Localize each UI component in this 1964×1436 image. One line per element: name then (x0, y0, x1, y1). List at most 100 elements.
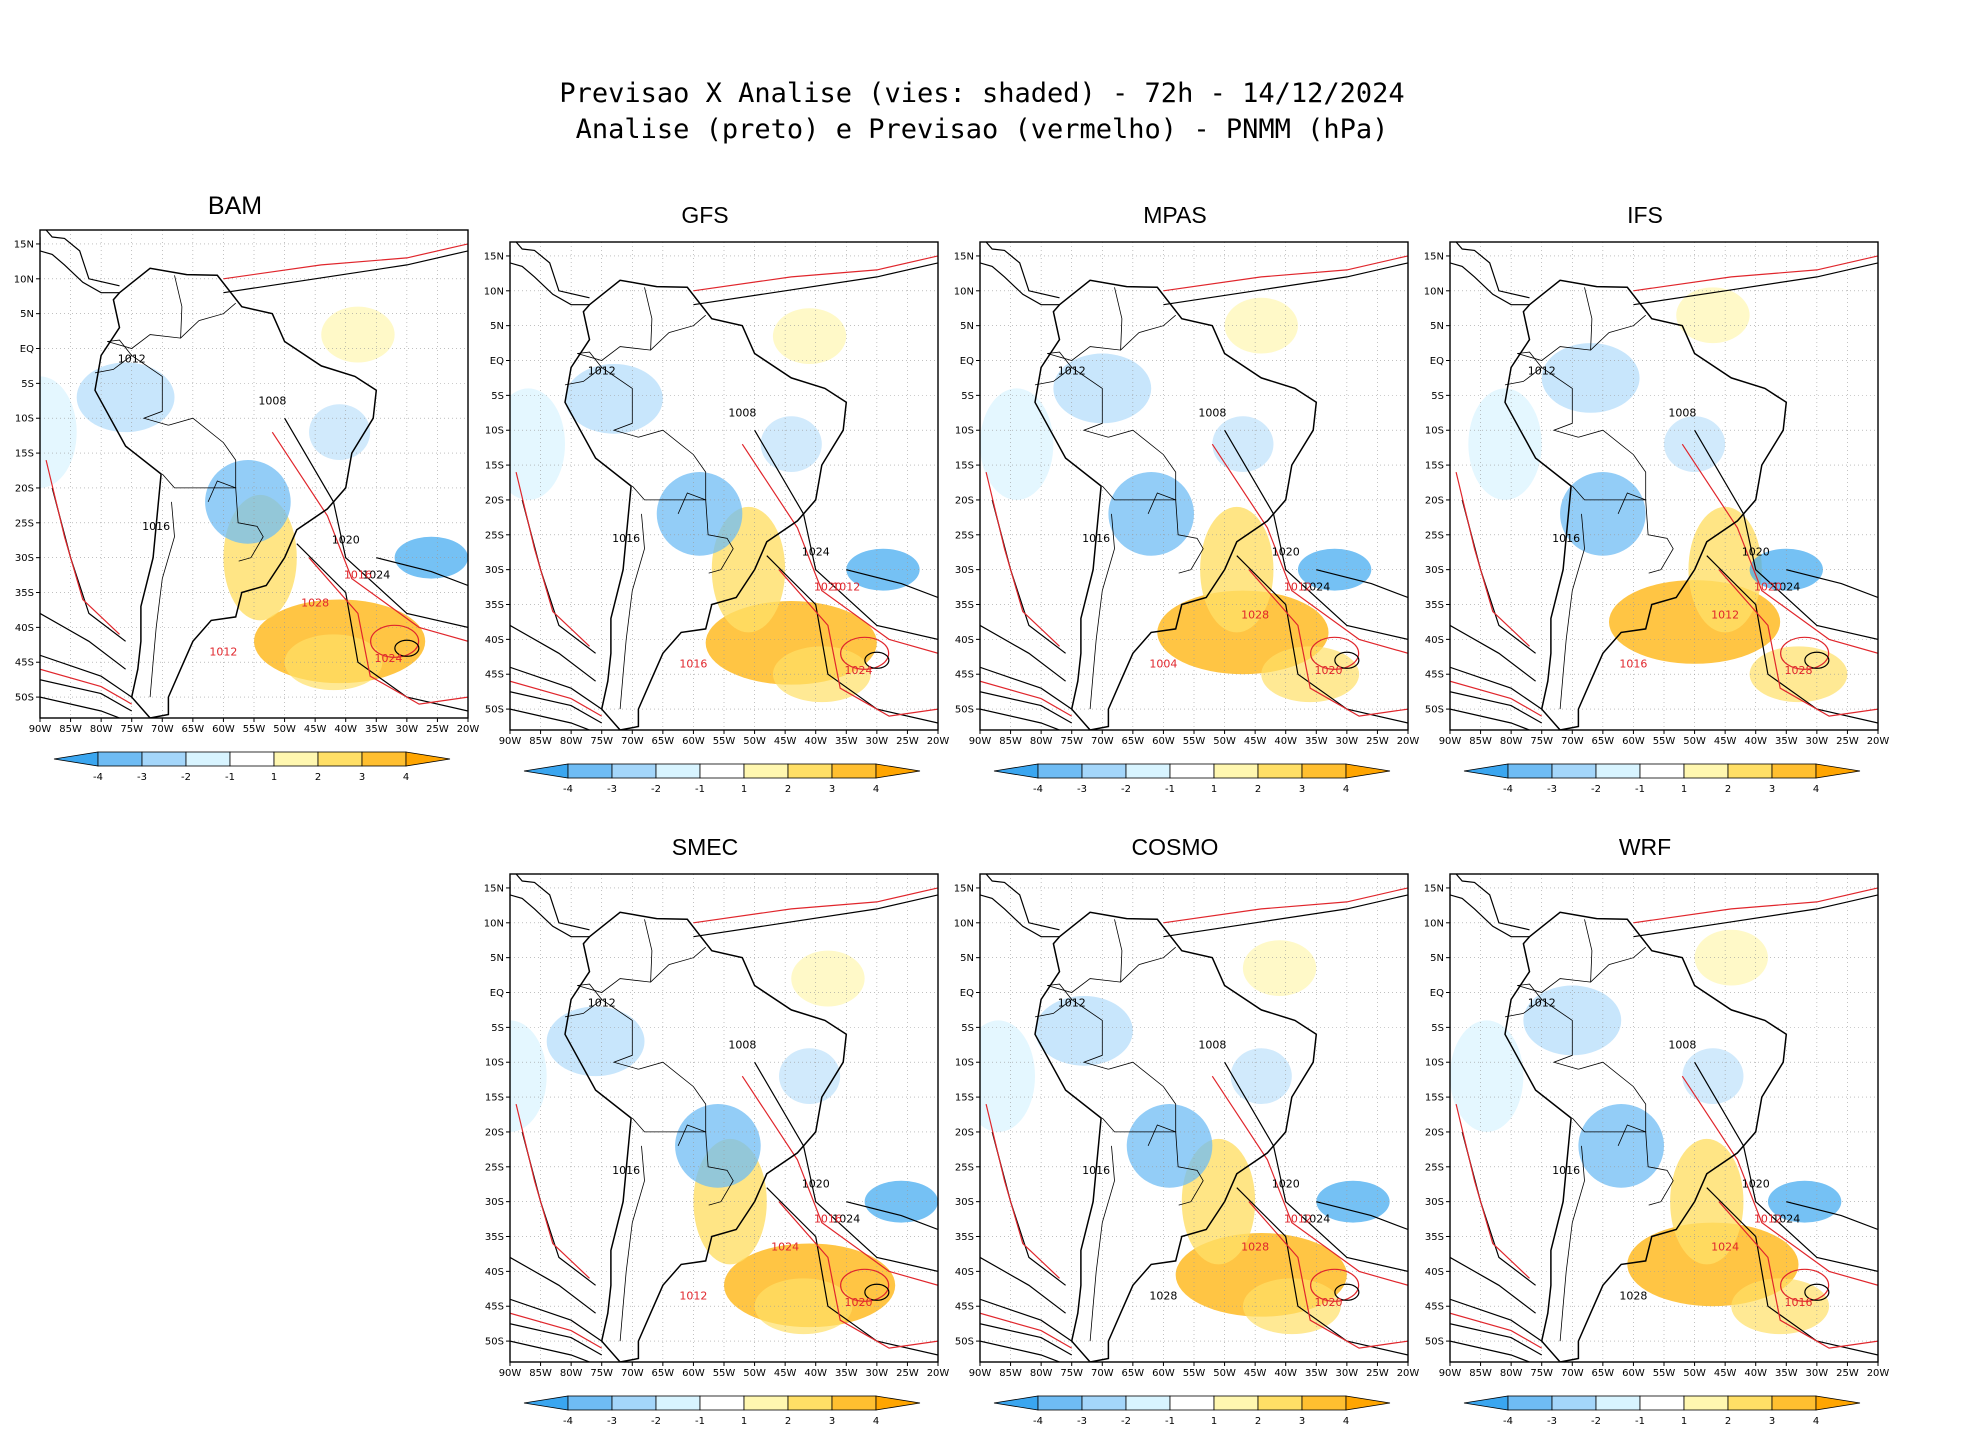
lon-label: 20W (1867, 1368, 1890, 1379)
central-america-coastline (45, 230, 120, 287)
lat-label: 10N (1424, 918, 1444, 929)
colorbar-swatch (1507, 763, 1553, 779)
lon-label: 65W (1122, 736, 1145, 747)
lon-label: 70W (621, 736, 644, 747)
isobar (1681, 443, 1878, 654)
colorbar-swatch (1213, 1395, 1259, 1411)
colorbar-label: -4 (1503, 784, 1513, 795)
bias-shade (791, 950, 865, 1007)
isobar (1455, 1103, 1530, 1279)
bias-shade (1242, 1278, 1341, 1335)
colorbar-swatch (1257, 1395, 1303, 1411)
isobar-label: 1008 (1198, 406, 1226, 419)
isobar-label: 1008 (728, 406, 756, 419)
country-border (1504, 999, 1579, 1070)
lon-label: 90W (969, 1368, 992, 1379)
lat-label: 40S (485, 1267, 504, 1278)
lon-label: 70W (1091, 736, 1114, 747)
lon-label: 75W (1060, 1368, 1083, 1379)
country-border (1047, 919, 1123, 993)
colorbar-label: 2 (1725, 784, 1731, 795)
isobar-label: 1024 (802, 546, 830, 559)
lat-label: 45S (955, 1302, 974, 1313)
lat-label: 10N (484, 286, 504, 297)
country-border (577, 351, 603, 368)
isobar (864, 651, 890, 669)
colorbar-label: -2 (1591, 784, 1601, 795)
lon-label: 25W (1836, 1368, 1859, 1379)
isobar (1633, 262, 1878, 306)
lon-label: 55W (1653, 1368, 1676, 1379)
country-border (161, 473, 264, 562)
lon-label: 80W (1030, 1368, 1053, 1379)
lat-label: EQ (960, 356, 974, 367)
isobar (40, 654, 133, 698)
isobar-label: 1024 (1302, 1213, 1330, 1226)
isobar-label: 1028 (1619, 1289, 1647, 1302)
isobar-label: 1012 (118, 352, 146, 365)
isobar (1804, 651, 1830, 669)
colorbar-swatch (1551, 1395, 1597, 1411)
colorbar-label: 1 (1211, 1416, 1217, 1427)
country-border (1147, 1124, 1176, 1147)
colorbar-swatch (1463, 1395, 1509, 1411)
isobar (284, 417, 468, 628)
country-border (1517, 287, 1593, 361)
isobar (40, 668, 132, 705)
lon-label: 50W (1683, 1368, 1706, 1379)
lon-label: 60W (682, 1368, 705, 1379)
bias-shade (1676, 287, 1750, 344)
isobar (1163, 255, 1408, 292)
colorbar-swatch (1301, 1395, 1347, 1411)
panel-title: SMEC (671, 834, 739, 860)
bias-shade (1035, 996, 1133, 1066)
lat-label: 15N (1424, 883, 1444, 894)
colorbar-swatch (1595, 763, 1641, 779)
isobar (766, 555, 938, 724)
lat-label: 35S (955, 1232, 974, 1243)
isobar-label: 1024 (1302, 581, 1330, 594)
isobar (1633, 887, 1878, 924)
lon-label: 80W (90, 724, 113, 735)
country-border (1617, 492, 1646, 515)
isobar (223, 243, 468, 280)
isobar (778, 569, 938, 717)
lat-label: 5N (1430, 953, 1444, 964)
isobar-label: 1012 (1284, 1213, 1312, 1226)
lat-label: 5N (960, 321, 974, 332)
colorbar-swatch (1037, 1395, 1083, 1411)
lat-label: 40S (1425, 635, 1444, 646)
bias-shade (980, 388, 1054, 500)
colorbar-label: -1 (1635, 784, 1645, 795)
lat-label: 30S (15, 553, 34, 564)
isobar (1780, 1268, 1830, 1302)
colorbar-label: -2 (1591, 1416, 1601, 1427)
lat-label: 5S (961, 1023, 974, 1034)
lon-label: 70W (621, 1368, 644, 1379)
central-america-coastline (1455, 874, 1530, 931)
colorbar-swatch (875, 1395, 921, 1411)
isobar-label: 1012 (588, 996, 616, 1009)
bias-shade (76, 362, 175, 433)
lon-label: 90W (499, 1368, 522, 1379)
isobar-label: 1004 (1149, 657, 1177, 670)
lon-label: 55W (713, 1368, 736, 1379)
isobar (980, 1256, 1066, 1314)
isobar (515, 1103, 590, 1279)
colorbar-swatch (1771, 1395, 1817, 1411)
colorbar-swatch (273, 751, 319, 767)
isobar (980, 691, 1072, 724)
isobar (223, 250, 468, 294)
colorbar-label: -4 (1503, 1416, 1513, 1427)
isobar (1248, 569, 1408, 717)
colorbar-label: -4 (93, 772, 103, 783)
isobar (1706, 555, 1878, 724)
panel-cosmo: COSMO 1012 1008 1016 1020 1024 1028 1012 1020 10… (940, 834, 1420, 1434)
bias-shade (1682, 1048, 1744, 1105)
isobar (1450, 1312, 1542, 1349)
colorbar-swatch (875, 763, 921, 779)
country-border (1047, 287, 1123, 361)
colorbar-label: 1 (741, 784, 747, 795)
colorbar-label: -2 (1121, 784, 1131, 795)
colorbar-label: -3 (607, 1416, 617, 1427)
